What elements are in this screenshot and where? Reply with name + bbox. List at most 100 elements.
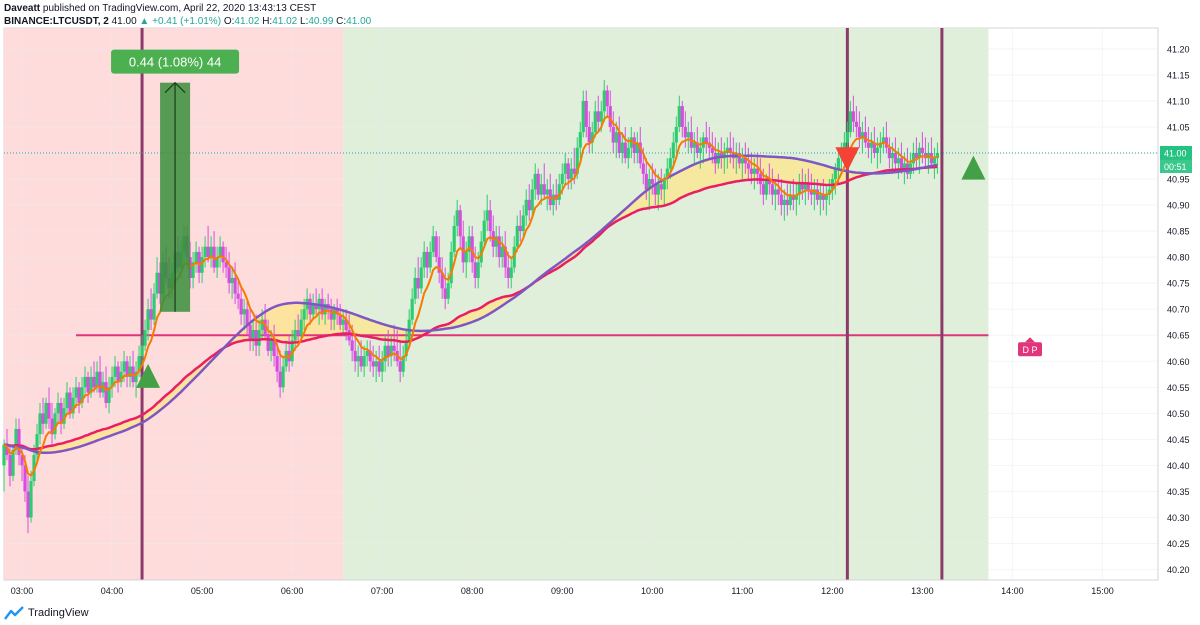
candle-body [74,387,78,398]
candle-body [662,179,666,190]
x-tick-label: 08:00 [461,586,484,596]
candle-body [767,179,771,185]
candle-body [227,267,231,284]
candle-body [584,100,588,127]
candle-body [494,236,498,247]
author-name[interactable]: Daveatt [4,3,41,14]
candle-body [725,147,729,153]
candle-body [260,319,264,331]
candle-body [503,246,507,268]
candle-body [854,121,858,127]
candle-body [464,251,468,263]
measure-label-box [111,49,240,74]
x-tick-label: 13:00 [911,586,934,596]
candle-body [62,408,66,424]
last-price: 41.00 [111,16,137,27]
candle-body [449,251,453,284]
dp-label-pointer [1025,337,1035,343]
candle-body [557,184,561,200]
candle-body [218,246,222,258]
candle-body [290,340,294,362]
y-tick-label: 40.95 [1167,175,1190,185]
tradingview-logo-icon[interactable] [4,606,24,620]
footer-brand[interactable]: TradingView [28,607,89,619]
candle-body [893,152,897,164]
candle-body [698,147,702,153]
candle-body [467,236,471,252]
candle-body [878,142,882,148]
candle-body [542,184,546,195]
candle-body [773,189,777,195]
candle-body [485,210,489,221]
candle-body [800,184,804,190]
candle-body [518,225,522,232]
price-chart[interactable]: 0.44 (1.08%) 44 D P 41.20 41.15 41.10 41.05 41… [0,0,1200,603]
candle-body [266,335,270,351]
candle-body [677,106,681,127]
candle-body [77,387,81,403]
candle-body [668,158,672,169]
candle-body [572,168,576,174]
candle-body [20,455,24,466]
candle-body [614,132,618,143]
candle-body [353,350,357,362]
candle-body [14,428,18,450]
symbol-label: BINANCE:LTCUSDT, 2 [4,16,109,27]
candle-body [437,257,441,273]
candle-body [821,194,825,200]
candle-body [806,184,810,190]
candle-body [569,168,573,180]
y-tick-label: 40.20 [1167,565,1190,575]
candle-body [623,142,627,159]
y-tick-label: 40.65 [1167,331,1190,341]
candle-body [116,366,120,383]
candle-body [302,309,306,320]
candle-body [344,319,348,331]
candle-body [524,199,528,216]
candle-body [461,236,465,263]
candle-body [245,309,249,325]
candle-body [857,126,861,138]
y-tick-label: 40.80 [1167,253,1190,263]
candle-body [107,387,111,403]
candle-body [401,356,405,372]
candle-body [440,272,444,289]
candle-body [695,142,699,153]
sell-signal-icon [835,147,860,172]
low-label: L: [300,16,309,27]
candle-body [635,142,639,153]
candle-body [2,444,6,466]
countdown-box [1160,159,1192,173]
candle-body [656,184,660,195]
candle-body [419,267,423,289]
candle-body [5,444,9,456]
candle-body [512,246,516,268]
high-value: 41.02 [272,16,298,27]
candle-body [599,111,603,122]
price-axis [1158,28,1200,580]
candle-body [428,251,432,268]
candle-body [299,319,303,336]
candle-body [197,251,201,273]
candle-body [128,366,132,377]
candle-body [482,220,486,242]
candle-body [125,361,129,377]
candle-body [413,277,417,299]
candle-body [26,491,30,518]
candle-body [131,366,135,383]
y-tick-label: 40.70 [1167,305,1190,315]
candle-body [872,142,876,153]
candle-body [113,366,117,377]
y-tick-label: 40.90 [1167,201,1190,211]
candle-body [671,142,675,159]
candle-body [341,319,345,325]
candle-body [785,199,789,206]
candle-body [50,418,54,435]
candle-body [224,262,228,268]
candle-body [386,345,390,357]
candle-body [581,100,585,133]
candle-body [122,361,126,372]
candle-body [251,330,255,341]
candle-body [350,340,354,351]
ohlc-line: BINANCE:LTCUSDT, 2 41.00 ▲ +0.41 (+1.01%… [4,15,1194,28]
